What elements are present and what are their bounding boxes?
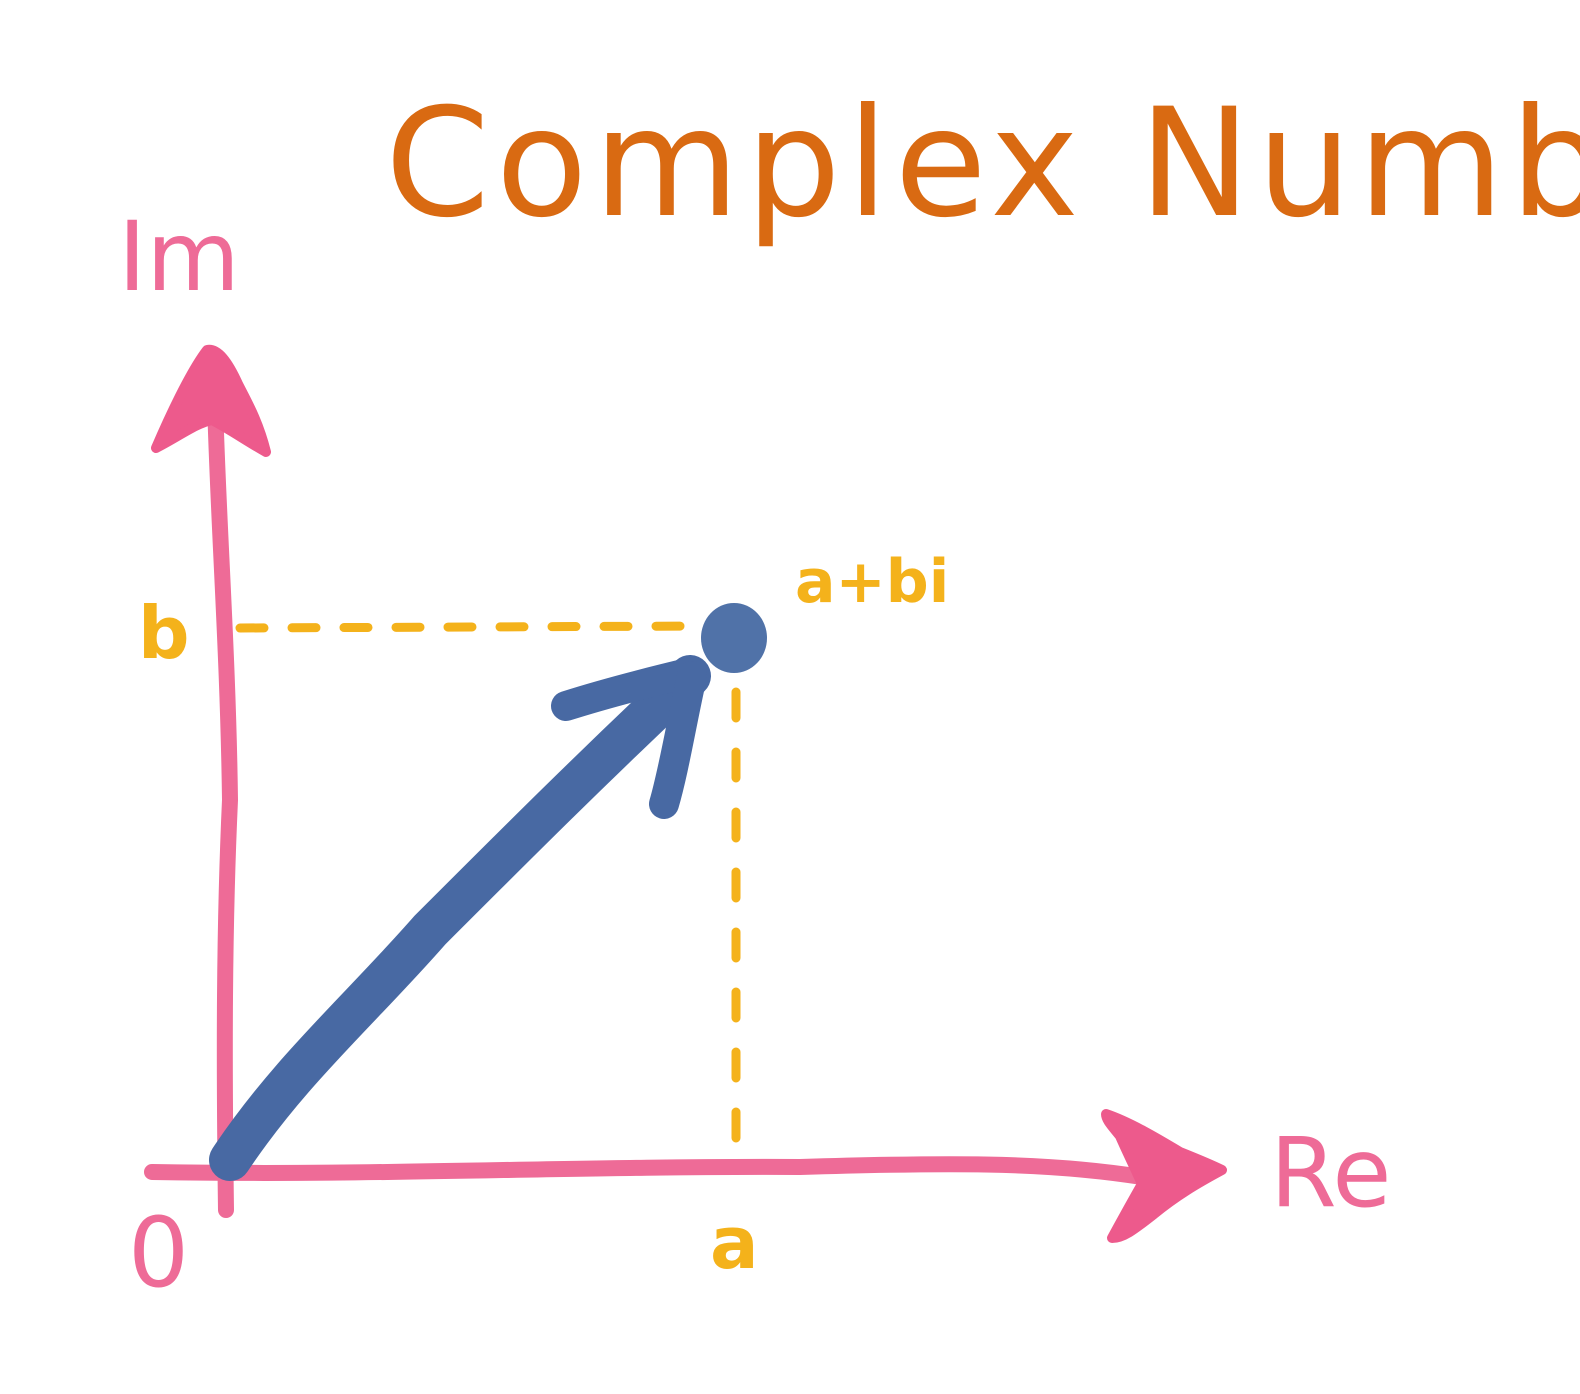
real-axis-arrowhead: [1101, 1109, 1227, 1243]
vector-shaft: [209, 655, 711, 1181]
real-axis: [144, 1109, 1227, 1243]
complex-vector: [209, 655, 711, 1181]
imaginary-axis: [151, 344, 271, 1218]
guide-lines: [235, 621, 741, 1163]
horizontal-guide-line: [235, 621, 710, 633]
imaginary-part-tick-label: b: [138, 591, 190, 675]
complex-point: [701, 603, 767, 673]
imaginary-axis-label: Im: [118, 201, 240, 313]
diagram-title: Complex Numbers: [385, 77, 1580, 251]
real-part-tick-label: a: [710, 1201, 759, 1285]
vector-arrowhead-lower: [649, 661, 707, 819]
real-axis-label: Re: [1270, 1117, 1391, 1229]
origin-label: 0: [128, 1197, 189, 1309]
real-axis-line: [144, 1156, 1168, 1188]
imaginary-axis-arrowhead: [151, 344, 271, 457]
imaginary-axis-line: [207, 392, 239, 1218]
point-label: a+bi: [795, 547, 949, 617]
